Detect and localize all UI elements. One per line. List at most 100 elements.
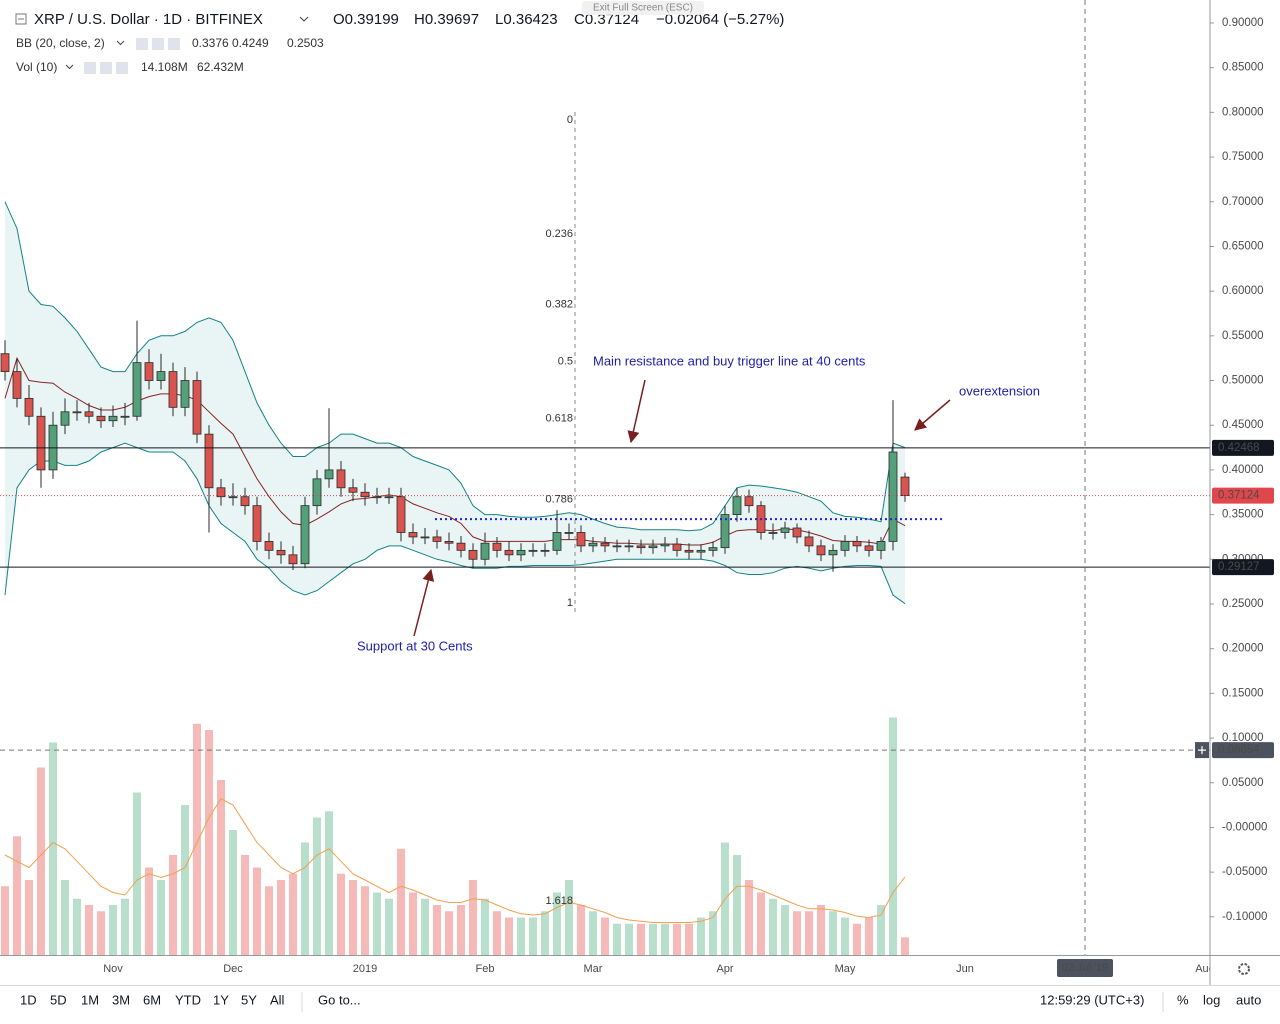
range-button[interactable]: 3M: [112, 992, 130, 1007]
candle-body: [348, 487, 358, 493]
candle-body: [84, 411, 94, 417]
price-change: −0.02064 (−5.27%): [656, 11, 784, 28]
volume-bar: [793, 911, 801, 955]
volume-bar: [97, 911, 105, 955]
candle-body: [480, 542, 490, 560]
annotation: Main resistance and buy trigger line at …: [593, 353, 866, 368]
candle-body: [372, 496, 382, 499]
volume-bar: [769, 898, 777, 955]
vol-value: 14.108M: [141, 60, 188, 74]
candle-body: [24, 397, 34, 417]
volume-bar: [673, 923, 681, 955]
range-button[interactable]: 1M: [81, 992, 99, 1007]
volume-bar: [277, 880, 285, 955]
vol-menu-caret[interactable]: [65, 64, 74, 70]
fib-label: 1: [567, 597, 573, 609]
candle-body: [804, 536, 814, 547]
collapse-icon[interactable]: [15, 13, 27, 25]
auto-toggle[interactable]: auto: [1236, 992, 1261, 1007]
bb-menu-caret[interactable]: [116, 40, 125, 46]
candle-body: [408, 532, 418, 538]
bb-remove-icon[interactable]: [168, 38, 180, 50]
bb-eye-icon[interactable]: [136, 38, 148, 50]
candle-body: [876, 541, 886, 551]
candle-body: [252, 505, 262, 542]
last-price-marker: [1212, 487, 1274, 504]
candle-body: [396, 496, 406, 533]
candle-body: [204, 433, 214, 489]
volume-bar: [325, 811, 333, 955]
y-tick-label: 0.10000: [1222, 732, 1264, 744]
x-tick-label: May: [835, 963, 856, 975]
y-tick-label: -0.00000: [1222, 821, 1267, 833]
volume-bar: [685, 923, 693, 955]
y-tick-label: 0.15000: [1222, 687, 1264, 699]
candle-body: [180, 380, 190, 408]
candle-body: [12, 371, 22, 399]
fib-label: 0.618: [545, 413, 573, 425]
annotation: overextension: [959, 383, 1040, 398]
volume-bar: [469, 880, 477, 955]
volume-bar: [661, 923, 669, 955]
fib-label: 0.5: [558, 356, 573, 368]
range-button[interactable]: 5Y: [241, 992, 257, 1007]
y-tick-label: 0.60000: [1222, 285, 1264, 297]
x-tick-label: Feb: [476, 963, 495, 975]
candle-body: [360, 491, 370, 498]
volume-bar: [265, 886, 273, 955]
candle-body: [120, 415, 130, 418]
y-tick-label: 0.20000: [1222, 643, 1264, 655]
volume-bar: [697, 917, 705, 955]
range-button[interactable]: 1D: [20, 992, 37, 1007]
volume-bar: [781, 905, 789, 955]
volume-bar: [865, 917, 873, 955]
bb-lower: [4, 442, 906, 605]
clock: 12:59:29 (UTC+3): [1040, 992, 1144, 1007]
candle-body: [792, 527, 802, 538]
exit-fullscreen-text[interactable]: Exit Full Screen (ESC): [593, 3, 693, 14]
vol-settings-icon[interactable]: [100, 62, 112, 74]
percent-toggle[interactable]: %: [1177, 992, 1189, 1007]
volume-bar: [13, 836, 21, 955]
volume-bar: [565, 880, 573, 955]
range-button[interactable]: 6M: [143, 992, 161, 1007]
candle-body: [888, 451, 898, 542]
candle-body: [648, 545, 658, 549]
candle-body: [852, 541, 862, 547]
price-line-label: 0.29127: [1218, 561, 1260, 573]
candle-body: [132, 362, 142, 417]
volume-bar: [313, 817, 321, 955]
vol-ma-value: 62.432M: [197, 60, 244, 74]
volume-bar: [613, 923, 621, 955]
log-toggle[interactable]: log: [1203, 992, 1220, 1007]
annotation-arrow: [627, 379, 646, 444]
exit-fullscreen-badge[interactable]: [582, 1, 704, 15]
candle-body: [708, 547, 718, 551]
range-button[interactable]: 1Y: [213, 992, 229, 1007]
candle-body: [228, 496, 238, 499]
y-tick-label: 0.85000: [1222, 62, 1264, 74]
vol-remove-icon[interactable]: [116, 62, 128, 74]
crosshair-plus-icon: [1198, 746, 1206, 755]
settings-gear[interactable]: [1238, 963, 1250, 975]
candle-body: [720, 514, 730, 549]
volume-bar: [841, 917, 849, 955]
candle-body: [624, 545, 634, 548]
ohlc-low: L0.36423: [495, 11, 558, 28]
vol-eye-icon[interactable]: [84, 62, 96, 74]
goto-button[interactable]: Go to...: [318, 992, 361, 1007]
range-button[interactable]: All: [270, 992, 285, 1007]
candle-body: [576, 532, 586, 547]
symbol-menu-caret[interactable]: [299, 16, 309, 22]
bb-settings-icon[interactable]: [152, 38, 164, 50]
range-button[interactable]: 5D: [50, 992, 67, 1007]
volume-bar: [853, 923, 861, 955]
candle-body: [660, 543, 670, 547]
candle-body: [504, 549, 514, 556]
bb-upper: [4, 201, 906, 532]
y-tick-label: 0.65000: [1222, 240, 1264, 252]
y-tick-label: -0.10000: [1222, 911, 1267, 923]
annotation-arrow: [914, 399, 951, 431]
candle-body: [864, 545, 874, 551]
range-button[interactable]: YTD: [175, 992, 201, 1007]
